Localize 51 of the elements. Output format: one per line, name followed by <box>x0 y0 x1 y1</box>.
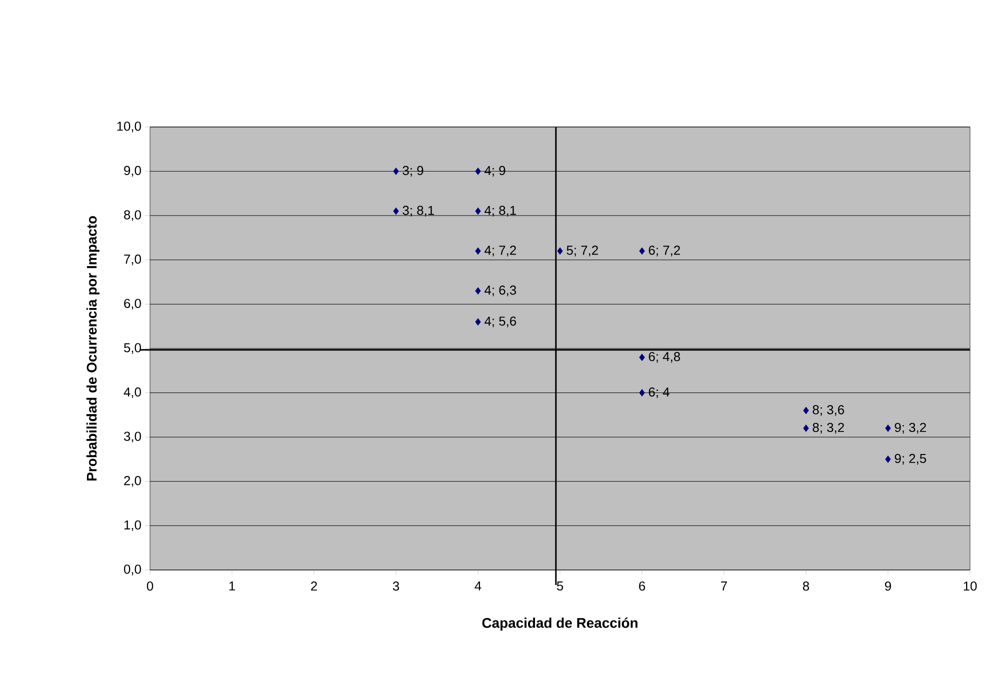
data-label: 4; 8,1 <box>484 206 516 216</box>
x-tick-label: 7 <box>721 582 727 590</box>
data-label: 3; 8,1 <box>402 206 434 216</box>
y-tick-label: 8,0 <box>124 210 141 221</box>
data-label: 9; 3,2 <box>894 422 926 434</box>
point <box>639 354 645 362</box>
y-tick-label: 0,0 <box>124 564 141 576</box>
y-tick-label: 6,0 <box>124 298 141 310</box>
point <box>803 406 809 414</box>
data-label: 6; 4,8 <box>648 352 680 363</box>
x-tick-label: 5 <box>556 582 564 591</box>
data-label: 4; 6,3 <box>484 286 516 296</box>
point <box>475 287 481 295</box>
point <box>803 424 809 432</box>
y-tick-label: 5,0 <box>124 343 141 354</box>
data-label: 9; 2,5 <box>894 454 926 465</box>
x-tick-label: 0 <box>146 582 154 591</box>
data-label: 8; 3,6 <box>812 405 844 416</box>
x-tick-label: 9 <box>885 582 892 591</box>
point <box>475 318 481 326</box>
y-tick-label: 10,0 <box>117 122 141 132</box>
point <box>885 456 891 463</box>
point <box>885 424 891 432</box>
y-tick-label: 9,0 <box>124 166 141 177</box>
x-tick-label: 6 <box>639 582 646 591</box>
y-tick-label: 4,0 <box>124 387 141 398</box>
y-tick-label: 7,0 <box>124 254 141 266</box>
point <box>475 168 481 175</box>
data-label: 6; 7,2 <box>648 246 680 256</box>
point <box>393 207 399 215</box>
point <box>639 389 645 396</box>
y-axis-title: Probabilidad de Ocurrencia por Impacto <box>86 216 100 480</box>
data-label: 8; 3,2 <box>812 422 844 434</box>
y-tick-label: 1,0 <box>124 520 141 532</box>
x-tick-label: 10 <box>964 582 977 591</box>
x-tick-label: 3 <box>392 582 400 591</box>
point <box>393 168 399 175</box>
data-label: 4; 7,2 <box>484 246 516 256</box>
x-tick-label: 2 <box>311 582 317 591</box>
point <box>475 247 481 255</box>
x-tick-label: 1 <box>229 582 235 590</box>
point <box>557 247 563 255</box>
data-label: 5; 7,2 <box>566 246 598 256</box>
x-tick-label: 4 <box>474 582 482 590</box>
point <box>639 247 645 255</box>
x-axis-title: Capacidad de Reacción <box>482 618 638 631</box>
data-label: 4; 5,6 <box>484 316 516 328</box>
y-tick-label: 2,0 <box>124 476 141 487</box>
point <box>475 207 481 215</box>
x-tick-label: 8 <box>802 582 810 591</box>
y-tick-label: 3,0 <box>124 432 141 442</box>
